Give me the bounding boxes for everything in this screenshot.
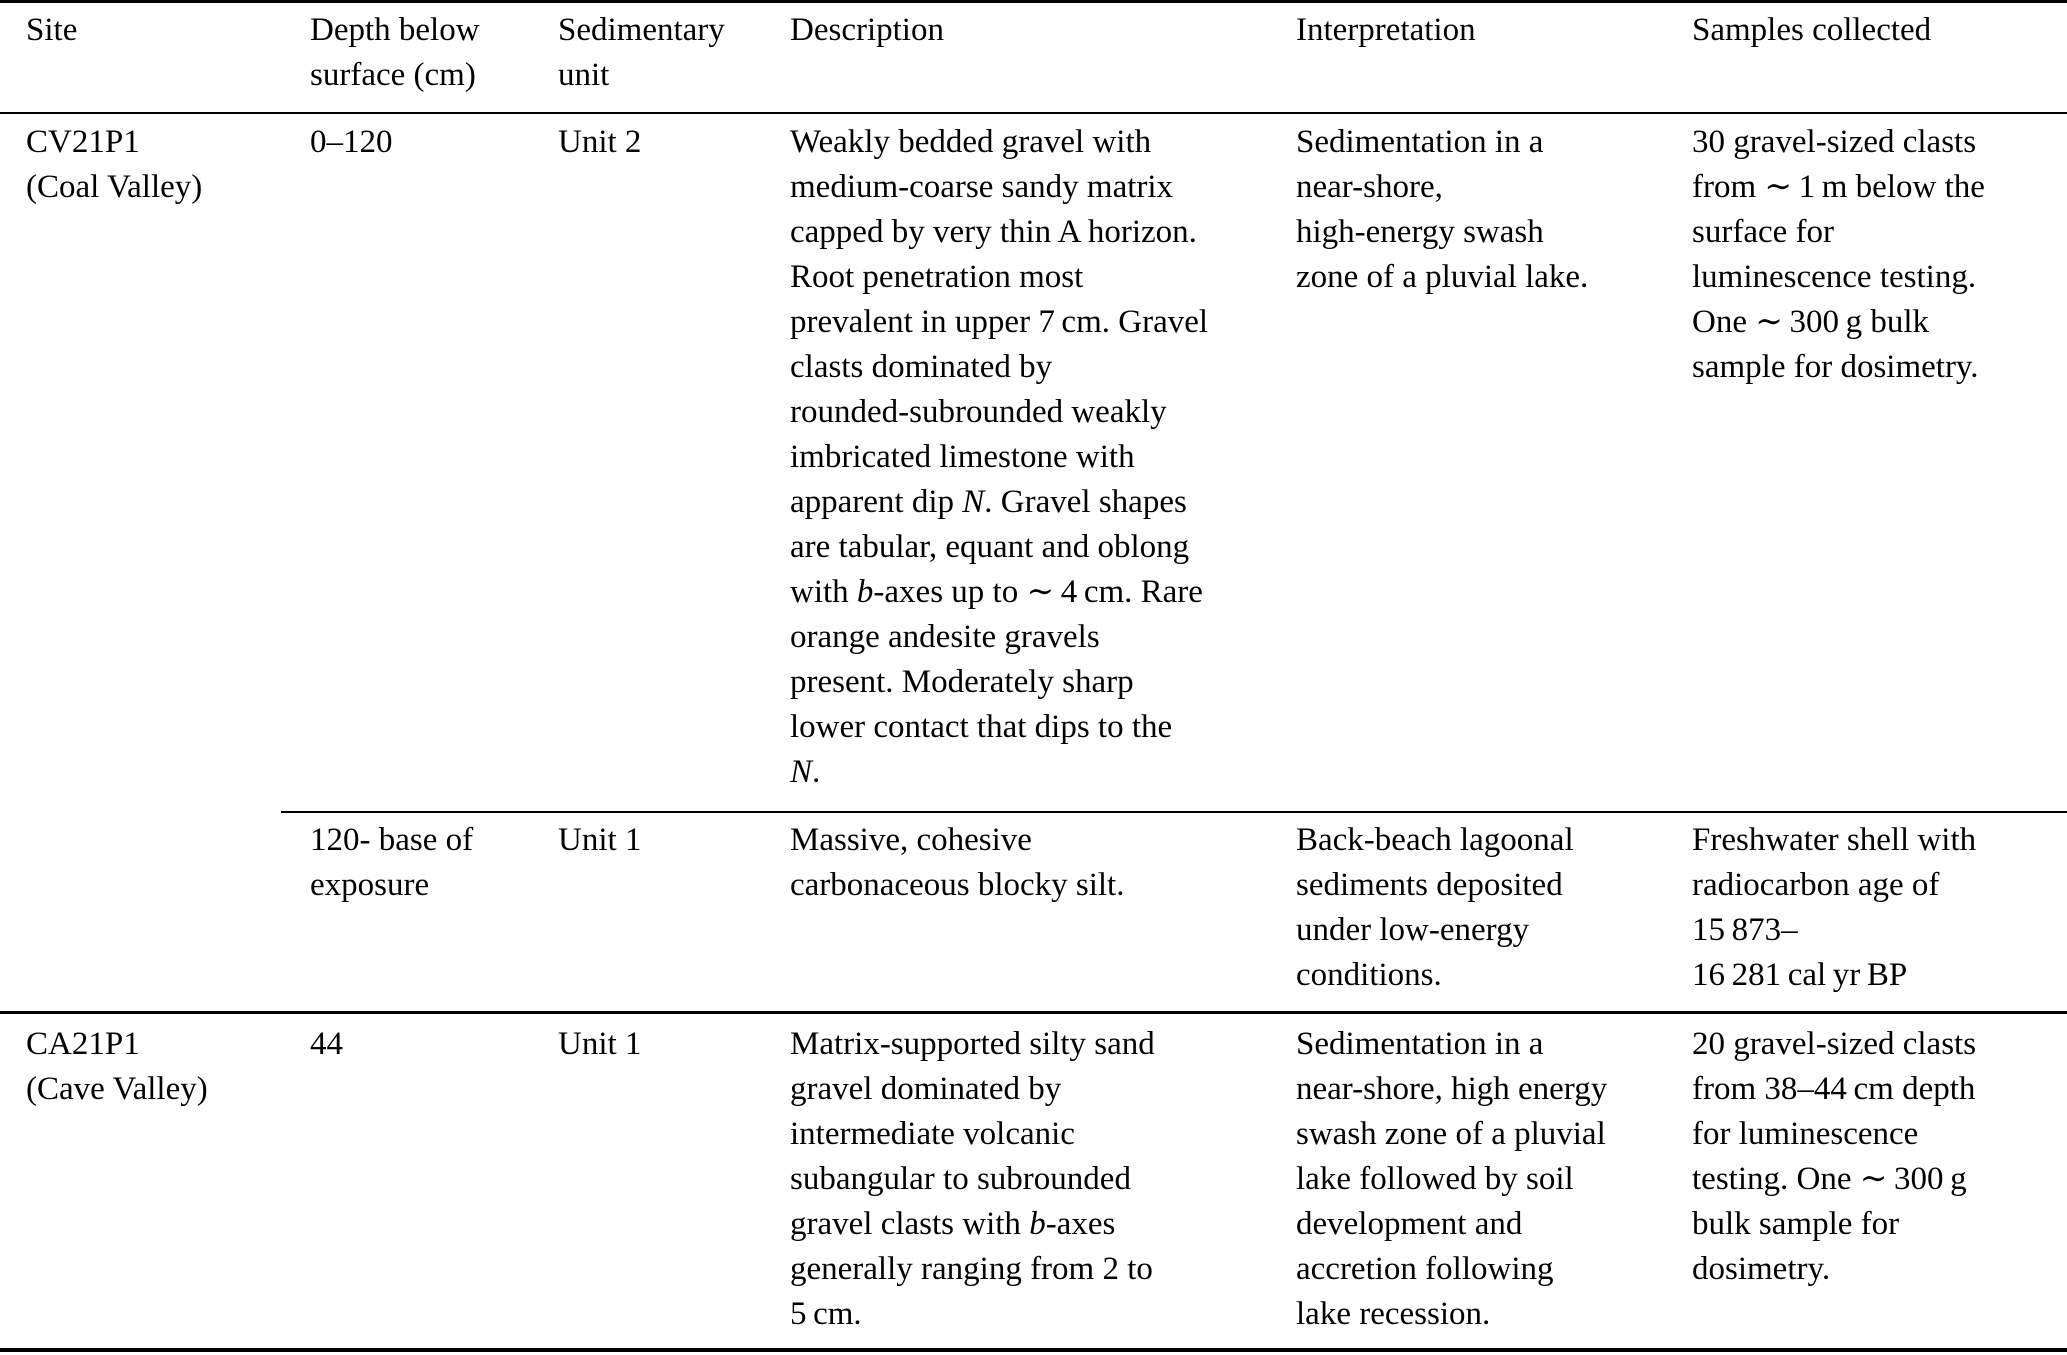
subrow-divider-rule bbox=[281, 811, 2067, 813]
depth-cell: 44 bbox=[310, 1026, 343, 1062]
site-cell: CV21P1 (Coal Valley) bbox=[26, 124, 203, 205]
description-cell: Weakly bedded gravel with medium-coarse … bbox=[790, 124, 1209, 790]
depth-cell: 0–120 bbox=[310, 124, 393, 160]
table-top-rule bbox=[0, 0, 2067, 3]
header-interpretation: Interpretation bbox=[1296, 12, 1476, 48]
interpretation-cell: Sedimentation in a near-shore, high-ener… bbox=[1296, 124, 1589, 295]
header-bottom-rule bbox=[0, 112, 2067, 114]
header-sedimentary-unit: Sedimentary unit bbox=[558, 12, 725, 93]
header-description: Description bbox=[790, 12, 944, 48]
interpretation-cell: Back-beach lagoonal sediments deposited … bbox=[1296, 822, 1574, 993]
header-depth: Depth below surface (cm) bbox=[310, 12, 480, 93]
table-bottom-rule bbox=[0, 1348, 2067, 1352]
samples-cell: 30 gravel-sized clasts from ∼ 1 m below … bbox=[1692, 124, 1985, 385]
header-site: Site bbox=[26, 12, 78, 48]
unit-cell: Unit 1 bbox=[558, 1026, 642, 1062]
header-samples-collected: Samples collected bbox=[1692, 12, 1932, 48]
unit-cell: Unit 2 bbox=[558, 124, 642, 160]
depth-cell: 120- base of exposure bbox=[310, 822, 474, 903]
unit-cell: Unit 1 bbox=[558, 822, 642, 858]
samples-cell: 20 gravel-sized clasts from 38–44 cm dep… bbox=[1692, 1026, 1977, 1287]
samples-cell: Freshwater shell with radiocarbon age of… bbox=[1692, 822, 1977, 993]
section-divider-rule bbox=[0, 1011, 2067, 1014]
site-cell: CA21P1 (Cave Valley) bbox=[26, 1026, 208, 1107]
description-cell: Massive, cohesive carbonaceous blocky si… bbox=[790, 822, 1125, 903]
interpretation-cell: Sedimentation in a near-shore, high ener… bbox=[1296, 1026, 1608, 1332]
description-cell: Matrix-supported silty sand gravel domin… bbox=[790, 1026, 1155, 1332]
